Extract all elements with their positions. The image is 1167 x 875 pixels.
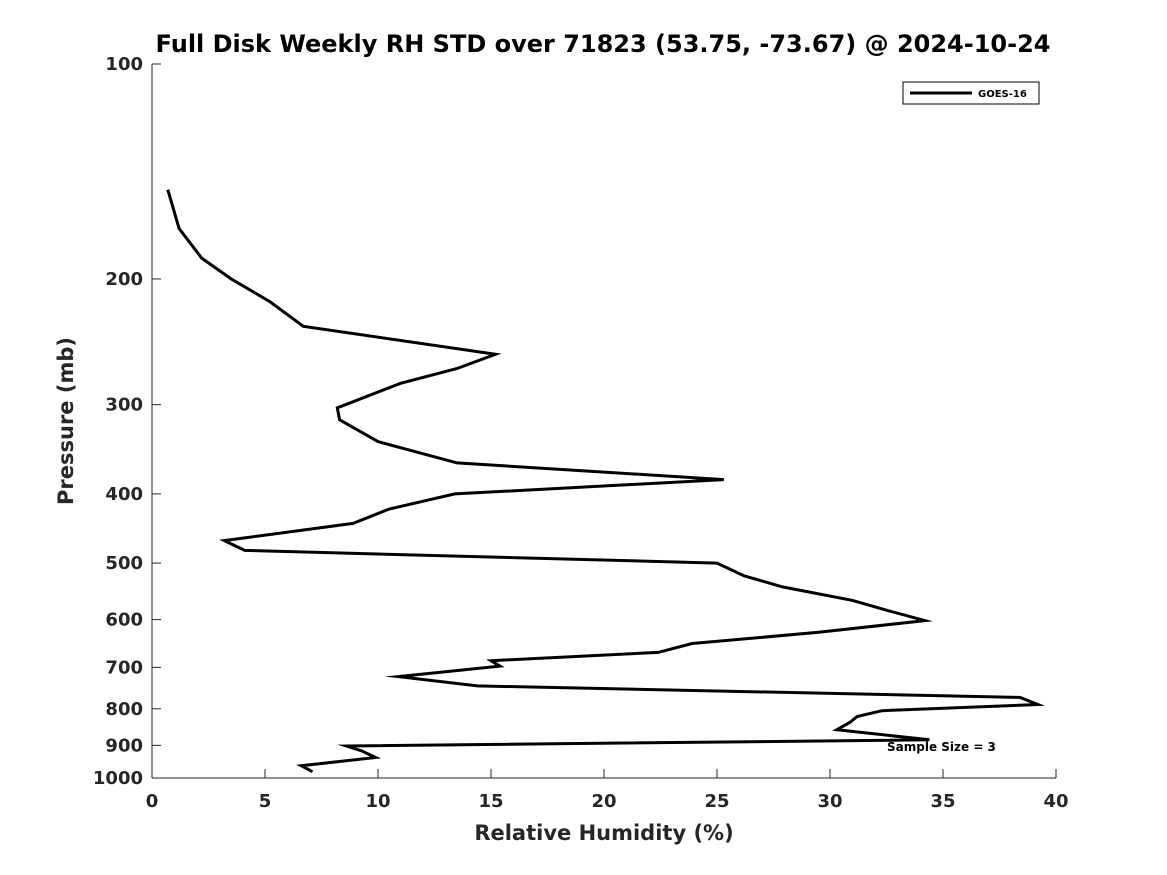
chart-title: Full Disk Weekly RH STD over 71823 (53.7… [156,30,1051,58]
y-tick-label: 700 [105,657,143,678]
y-tick-label: 800 [105,699,143,720]
series-line-goes-16 [166,189,1046,774]
x-tick-label: 20 [591,791,616,812]
x-tick-label: 40 [1043,791,1068,812]
x-tick-label: 30 [817,791,842,812]
y-tick-label: 900 [105,735,143,756]
y-tick-label: 400 [105,484,143,505]
legend-label-goes-16: GOES-16 [978,89,1027,100]
x-tick-label: 5 [259,791,272,812]
y-tick-label: 600 [105,610,143,631]
x-tick-label: 25 [704,791,729,812]
sample-size-annotation: Sample Size = 3 [887,740,996,754]
y-tick-label: 300 [105,395,143,416]
x-tick-label: 15 [478,791,503,812]
y-tick-label: 1000 [93,768,143,789]
x-axis-label: Relative Humidity (%) [474,821,733,845]
y-axis-label: Pressure (mb) [54,337,78,505]
axes: 0 5 10 15 20 25 30 35 40 100 200 300 400 500 600 700 800… [93,54,1069,812]
x-tick-label: 10 [365,791,390,812]
x-tick-label: 0 [146,791,159,812]
y-tick-label: 100 [105,54,143,75]
y-tick-label: 500 [105,553,143,574]
series-layer [166,189,1046,774]
y-tick-label: 200 [105,269,143,290]
legend: GOES-16 [902,81,1040,105]
x-tick-label: 35 [930,791,955,812]
